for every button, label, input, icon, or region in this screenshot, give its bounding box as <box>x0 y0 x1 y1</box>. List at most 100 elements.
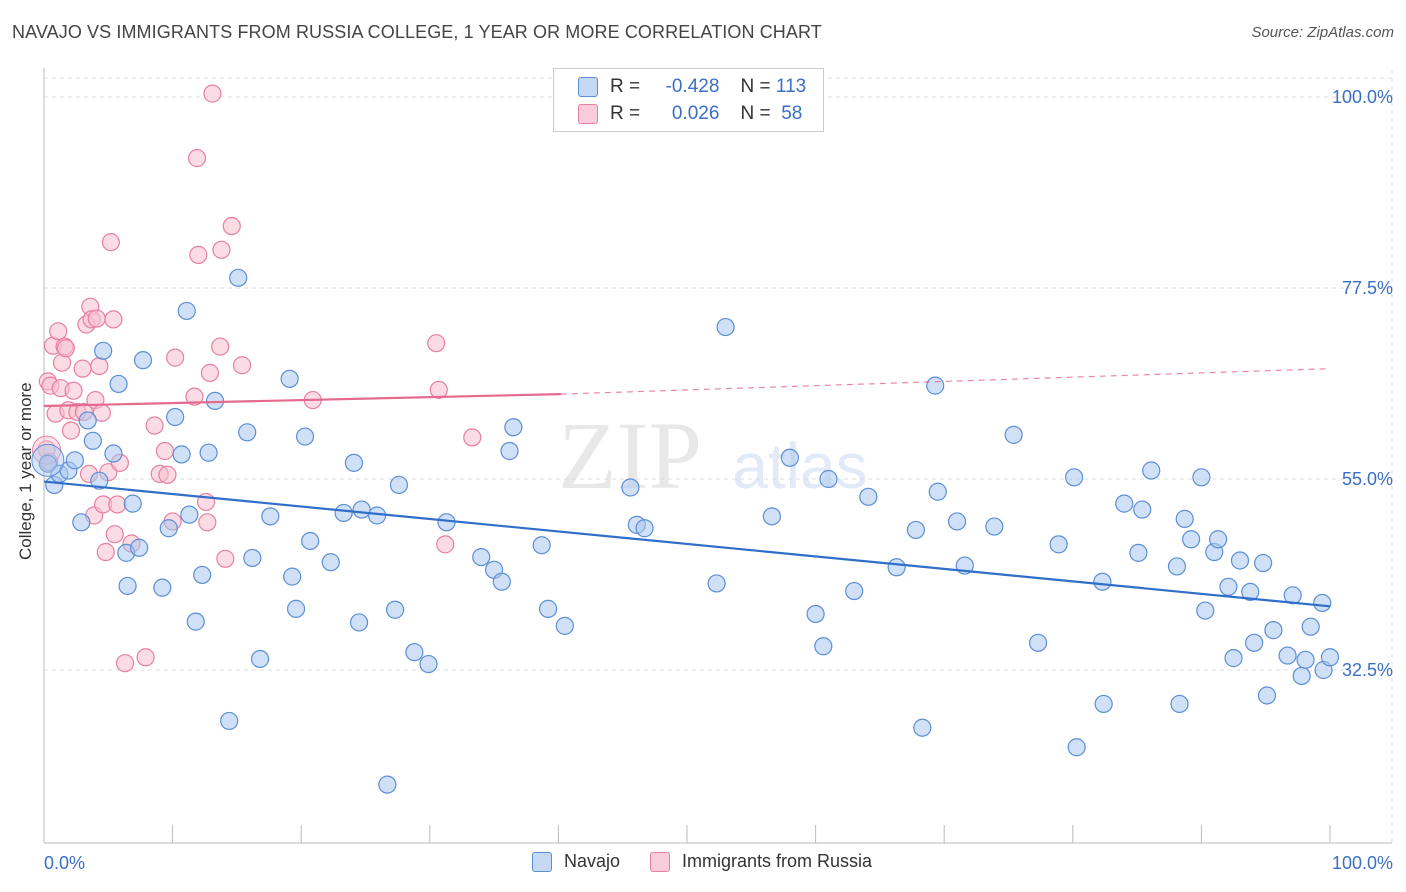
navajo-trend-line <box>43 480 1331 608</box>
navajo-point <box>1292 666 1311 686</box>
legend-item-navajo[interactable]: Navajo <box>532 851 620 872</box>
navajo-point <box>193 565 212 585</box>
navajo-point <box>220 711 239 731</box>
navajo-point <box>1230 551 1250 570</box>
navajo-point <box>72 513 91 532</box>
navajo-point <box>985 517 1004 536</box>
navajo-point <box>78 411 97 430</box>
navajo-point <box>859 487 878 506</box>
navajo-point <box>166 407 185 427</box>
navajo-point <box>532 536 551 555</box>
navajo-point <box>500 441 519 461</box>
russia-point <box>136 648 155 667</box>
navajo-point <box>130 538 149 557</box>
navajo-point <box>716 317 735 337</box>
russia-point <box>105 525 124 544</box>
navajo-point <box>90 471 109 490</box>
navajo-point <box>344 453 364 472</box>
navajo-point <box>118 576 137 596</box>
navajo-point <box>321 553 340 572</box>
navajo-point <box>1142 461 1161 480</box>
navajo-point <box>504 418 523 437</box>
navajo-point <box>1115 494 1134 513</box>
navajo-point <box>38 454 57 473</box>
y-tick-label: 55.0% <box>1342 469 1393 489</box>
russia-point <box>96 542 115 562</box>
russia-point <box>200 363 219 382</box>
legend-row-navajo: R = -0.428 N = 113 <box>578 75 806 99</box>
legend-item-russia[interactable]: Immigrants from Russia <box>650 851 872 872</box>
navajo-point <box>806 604 825 624</box>
navajo-point <box>280 369 299 388</box>
russia-trend-extension <box>560 368 1331 395</box>
navajo-point <box>1278 646 1297 665</box>
navajo-point <box>472 547 491 567</box>
navajo-r-value: -0.428 <box>665 76 720 97</box>
russia-point <box>185 387 204 406</box>
series-legend: Navajo Immigrants from Russia <box>532 851 902 872</box>
navajo-point <box>1296 650 1315 669</box>
navajo-point <box>419 654 438 674</box>
navajo-point <box>1219 577 1238 596</box>
russia-point <box>64 381 83 400</box>
x-tick-label: 0.0% <box>44 853 85 873</box>
y-tick-label: 32.5% <box>1342 660 1393 680</box>
navajo-point <box>186 612 205 631</box>
navajo-point <box>1170 694 1189 714</box>
russia-point <box>187 149 207 168</box>
navajo-point <box>1245 633 1264 652</box>
russia-swatch <box>578 104 598 124</box>
russia-point <box>203 84 222 103</box>
navajo-point <box>31 443 65 477</box>
navajo-point <box>928 482 947 501</box>
watermark-atlas: atlas <box>732 430 867 502</box>
navajo-point <box>1167 557 1187 576</box>
navajo-point <box>437 513 456 532</box>
navajo-point <box>1182 530 1201 549</box>
navajo-point <box>123 494 142 513</box>
navajo-point <box>539 599 558 618</box>
navajo-swatch <box>578 77 598 97</box>
russia-n-value: 58 <box>781 103 803 124</box>
x-tick-label: 100.0% <box>1332 853 1393 873</box>
navajo-point <box>159 519 178 538</box>
y-axis-label: College, 1 year or more <box>16 382 35 560</box>
navajo-point <box>887 558 906 577</box>
navajo-point <box>261 507 280 526</box>
navajo-point <box>913 718 932 737</box>
navajo-point <box>1133 500 1152 519</box>
navajo-point <box>621 478 640 497</box>
source-credit: Source: ZipAtlas.com <box>1251 24 1394 41</box>
y-tick-label: 77.5% <box>1342 278 1393 298</box>
russia-point <box>56 339 75 358</box>
navajo-point <box>555 616 574 635</box>
navajo-point <box>1064 468 1084 487</box>
chart-title: NAVAJO VS IMMIGRANTS FROM RUSSIA COLLEGE… <box>12 22 822 42</box>
navajo-point <box>492 572 511 591</box>
navajo-point <box>405 643 424 662</box>
navajo-point <box>1320 648 1340 667</box>
navajo-point <box>762 507 781 526</box>
navajo-n-label: N = <box>740 76 771 97</box>
navajo-point <box>1049 535 1068 554</box>
tick-labels: 32.5% 55.0% 77.5% 100.0% 0.0% 100.0% <box>44 87 1393 873</box>
russia-point <box>212 240 231 259</box>
navajo-point <box>780 448 799 467</box>
russia-point <box>436 535 455 554</box>
russia-point <box>198 513 217 532</box>
navajo-point <box>180 505 199 524</box>
navajo-point <box>947 512 967 531</box>
navajo-point <box>1313 593 1332 613</box>
navajo-point <box>177 301 196 321</box>
navajo-point <box>1129 543 1148 562</box>
navajo-point <box>1067 738 1086 757</box>
navajo-point <box>65 451 84 470</box>
navajo-point <box>349 613 369 632</box>
navajo-point <box>906 520 926 540</box>
russia-point <box>155 441 174 461</box>
russia-point <box>222 216 241 236</box>
navajo-point <box>1264 621 1283 640</box>
legend-row-russia: R = 0.026 N = 58 <box>578 102 802 126</box>
navajo-point <box>286 599 306 618</box>
navajo-point <box>1301 617 1320 636</box>
